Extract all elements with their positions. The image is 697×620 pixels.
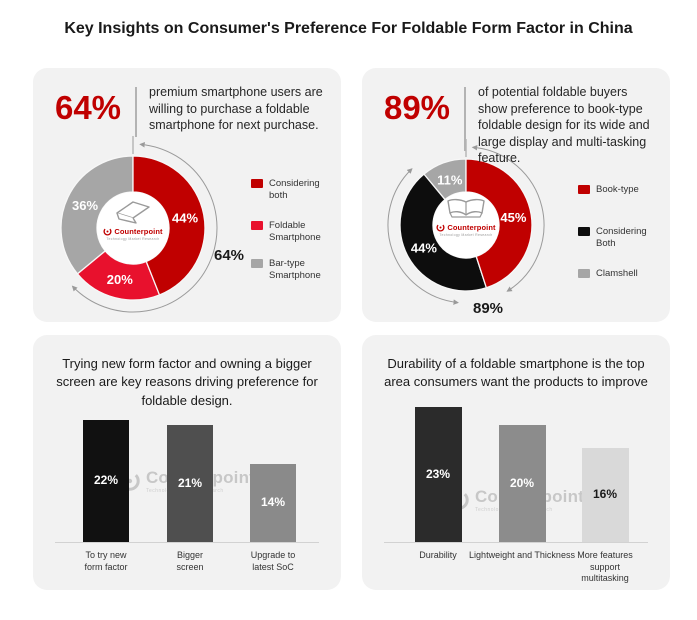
panel-purchase-willingness: 64% premium smartphone users are willing… [33, 68, 341, 322]
bar-more-features-support-multitasking [581, 448, 629, 542]
stat-header: 64% premium smartphone users are willing… [33, 68, 341, 137]
bar-category-label: Lightweight and Thickness [469, 550, 575, 560]
legend-label: Considering Both [596, 226, 647, 250]
vertical-divider [464, 87, 466, 151]
counterpoint-logo-icon [103, 227, 112, 236]
legend-label: Foldable Smartphone [269, 220, 321, 244]
donut-total-label: 89% [473, 300, 503, 317]
bar-to-try-new-form-factor [83, 420, 129, 542]
legend-item-foldable-smartphone: Foldable Smartphone [251, 220, 337, 245]
counterpoint-logo-text: Counterpoint [447, 223, 496, 232]
bar-upgrade-to-latest-soc [250, 464, 296, 542]
bar-type-foldable-phone-icon [116, 201, 150, 224]
panel-design-preference: 89% of potential foldable buyers show pr… [362, 68, 670, 322]
counterpoint-logo: Counterpoint [103, 227, 163, 236]
legend-swatch [578, 227, 590, 236]
bar-value-label: 21% [177, 475, 203, 490]
bar-category-label: More features support multitasking [577, 550, 633, 584]
bar-category-label: Durability [419, 550, 457, 560]
chart-title: Durability of a foldable smartphone is t… [384, 356, 648, 390]
page-title: Key Insights on Consumer's Preference Fo… [64, 20, 633, 37]
donut-center-badge: Counterpoint Technology Market Research [95, 198, 171, 241]
chart-title: Trying new form factor and owning a bigg… [56, 356, 318, 408]
bar-chart-purchase-reasons: 22% To try new form factor 21% Bigger screen 1… [33, 335, 341, 590]
bar-durability [414, 407, 462, 542]
stat-value-64: 64% [54, 89, 122, 126]
percentage-span-arc [471, 144, 545, 292]
x-axis-baseline [384, 542, 648, 543]
bar-lightweight-and-thickness [498, 425, 546, 542]
stat-description: premium smartphone users are willing to … [149, 85, 323, 132]
legend-swatch [251, 179, 263, 188]
x-axis-baseline [55, 542, 319, 543]
book-type-foldable-phone-icon [447, 198, 485, 218]
donut-center-badge: Counterpoint Technology Market Research [428, 196, 504, 237]
percentage-span-arc [387, 168, 459, 305]
counterpoint-logo-icon [436, 223, 445, 232]
donut-segment-label: 44% [172, 211, 198, 226]
counterpoint-logo-tagline: Technology Market Research [439, 233, 493, 237]
bar-value-label: 20% [509, 475, 535, 490]
panel-improvement-areas: Durability of a foldable smartphone is t… [362, 335, 670, 590]
legend-swatch [251, 259, 263, 268]
donut-total-label: 64% [214, 247, 244, 264]
counterpoint-logo: Counterpoint [436, 223, 496, 232]
vertical-divider [135, 87, 137, 137]
legend-item-bar-type-smartphone: Bar-type Smartphone [251, 258, 337, 283]
donut-segment-label: 45% [500, 210, 526, 225]
legend-item-considering-both: Considering Both [578, 226, 668, 251]
donut-segment-label: 20% [107, 272, 133, 287]
legend-item-clamshell: Clamshell [578, 268, 638, 280]
legend-swatch [251, 221, 263, 230]
legend-label: Considering both [269, 178, 320, 202]
bar-value-label: 14% [260, 495, 286, 509]
stat-description: of potential foldable buyers show prefer… [478, 85, 650, 165]
counterpoint-logo-tagline: Technology Market Research [106, 237, 160, 241]
bar-value-label: 23% [425, 466, 451, 481]
bar-category-label: Upgrade to latest SoC [250, 550, 296, 572]
bar-bigger-screen [167, 425, 213, 542]
donut-segment-label: 44% [411, 241, 437, 256]
bar-chart-improvement-areas: 23% Durability 20% Lightweight and Thicknes… [362, 335, 670, 590]
donut-segment-label: 11% [437, 172, 463, 187]
legend-swatch [578, 185, 590, 194]
counterpoint-logo-text: Counterpoint [114, 227, 163, 236]
percentage-span-arc [71, 141, 218, 313]
legend-item-book-type: Book-type [578, 184, 639, 196]
legend-label: Bar-type Smartphone [269, 258, 321, 282]
panel-purchase-reasons: Trying new form factor and owning a bigg… [33, 335, 341, 590]
bar-category-label: Bigger screen [176, 550, 204, 572]
stat-header: 89% of potential foldable buyers show pr… [362, 68, 670, 167]
bar-value-label: 16% [592, 487, 618, 501]
donut-chart-purchase-willingness: 64% 44%20%36% [60, 136, 244, 313]
legend-label: Book-type [596, 184, 639, 195]
legend-swatch [578, 269, 590, 278]
bar-category-label: To try new form factor [84, 550, 128, 572]
legend-label: Clamshell [596, 268, 638, 279]
stat-value-89: 89% [383, 89, 451, 126]
legend-item-considering-both: Considering both [251, 178, 337, 203]
bar-value-label: 22% [93, 473, 119, 487]
